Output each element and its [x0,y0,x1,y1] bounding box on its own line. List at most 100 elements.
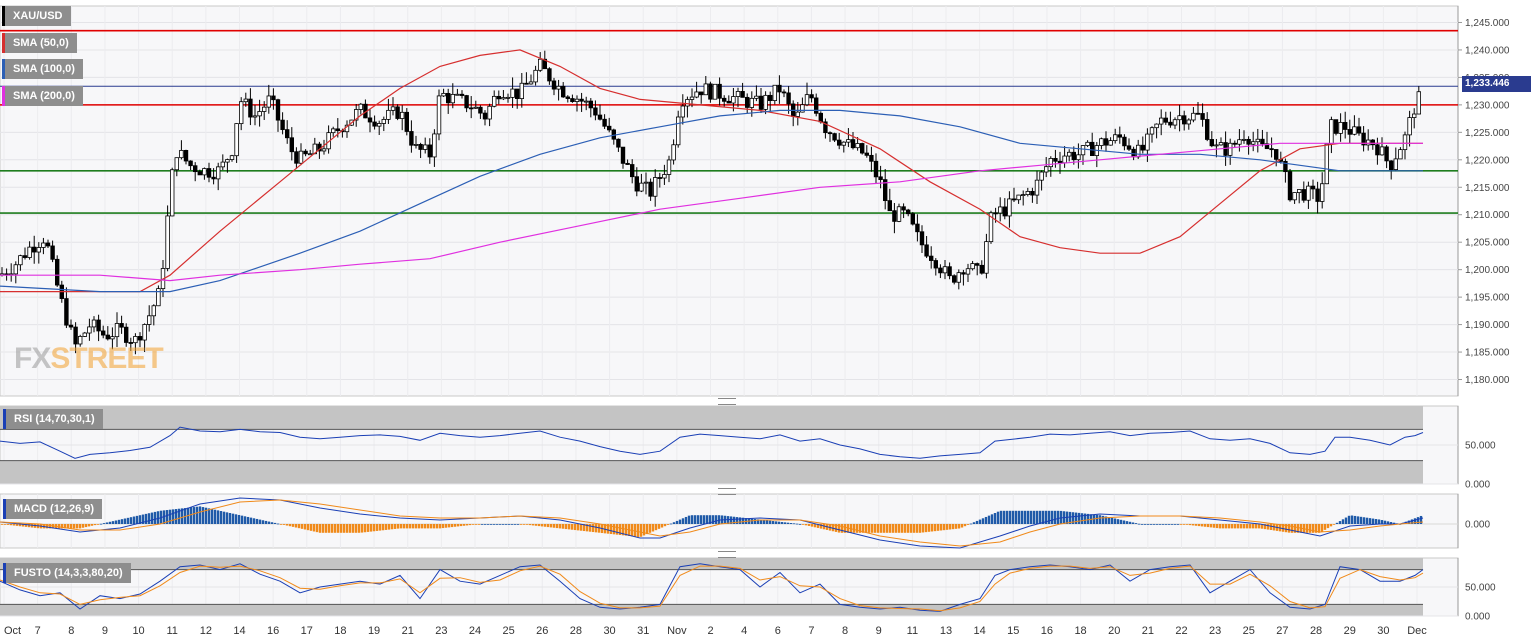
macd-histogram-bar [768,520,772,524]
macd-histogram-bar [879,524,883,533]
macd-histogram-bar [1149,524,1153,525]
candle-body [234,123,239,157]
macd-histogram-bar [618,524,622,535]
macd-histogram-bar [984,516,988,524]
x-tick-label: 13 [940,625,952,637]
x-tick-label: 24 [469,625,481,637]
candle-body [110,336,115,340]
macd-histogram-bar [1212,524,1216,528]
macd-histogram-bar [897,524,901,533]
macd-histogram-bar [567,524,571,530]
macd-histogram-bar [858,524,862,533]
candle-body [114,323,120,338]
candle-body [915,223,920,233]
macd-histogram-bar [1236,524,1240,529]
candle-body [289,137,294,153]
macd-histogram-bar [837,524,841,533]
candle-body [284,129,290,139]
candle-body [1062,155,1067,164]
candle-body [50,245,55,260]
macd-histogram-bar [1359,516,1363,524]
candle-body [1080,145,1086,156]
candle-body [395,106,400,119]
candle-body [1067,151,1072,157]
candle-body [593,107,598,116]
macd-legend[interactable]: MACD (12,26,9) [3,499,103,519]
macd-histogram-bar [1407,520,1411,524]
macd-histogram-bar [966,524,970,525]
candle-body [979,264,984,274]
candle-body [892,210,897,222]
resize-handle-fusto[interactable] [718,551,736,558]
macd-histogram-bar [1323,524,1327,530]
x-tick-label: Oct [4,625,21,637]
macd-histogram-bar [1362,517,1366,524]
macd-histogram-bar [981,518,985,524]
candle-body [735,91,741,97]
macd-histogram-bar [570,524,574,530]
macd-histogram-bar [126,517,130,524]
macd-histogram-bar [510,524,514,525]
sma100-legend[interactable]: SMA (100,0) [2,59,83,79]
candle-body [547,68,552,82]
indicator-line [0,497,1424,549]
candle-body [101,330,106,336]
x-tick-label: 16 [1041,625,1053,637]
macd-histogram-bar [819,524,823,529]
candle-body [1287,171,1293,201]
instrument-legend[interactable]: XAU/USD [2,6,71,26]
macd-histogram-bar [1242,524,1246,529]
macd-histogram-bar [1332,524,1336,525]
candle-body [169,169,175,217]
macd-histogram-bar [228,513,232,524]
candle-body [1320,183,1325,202]
macd-histogram-bar [1224,524,1228,529]
macd-histogram-bar [1047,510,1051,524]
x-tick-label: 23 [1209,625,1221,637]
overbought-zone [0,558,1423,570]
candle-body [1343,121,1348,130]
resize-handle-rsi[interactable] [718,398,736,405]
macd-histogram-bar [171,509,175,524]
macd-histogram-bar [738,517,742,524]
candle-body [1191,112,1196,121]
candle-body [298,150,304,164]
y-tick-label: 1,190.000 [1465,320,1510,331]
macd-histogram-bar [306,524,310,531]
macd-histogram-bar [522,524,526,525]
macd-histogram-bar [1368,518,1372,524]
candle-body [124,326,129,343]
x-tick-label: 11 [907,625,918,637]
macd-histogram-bar [579,524,583,531]
macd-histogram-bar [993,513,997,524]
macd-histogram-bar [1014,510,1018,524]
candle-body [1030,190,1035,196]
macd-histogram-bar [1257,524,1261,529]
macd-histogram-bar [549,524,553,528]
resize-handle-macd[interactable] [718,488,736,495]
candle-body [887,200,892,212]
macd-histogram-bar [843,524,847,533]
candle-body [1149,127,1155,135]
fusto-legend[interactable]: FUSTO (14,3,3,80,20) [3,563,131,583]
macd-histogram-bar [255,518,259,524]
indicator-line [0,499,1424,547]
macd-histogram-bar [471,524,475,525]
macd-histogram-bar [291,524,295,527]
sma200-legend[interactable]: SMA (200,0) [2,86,83,106]
macd-histogram-bar [921,524,925,533]
macd-histogram-bar [222,511,226,524]
macd-histogram-bar [1221,524,1225,529]
candle-body [565,96,570,99]
candle-body [993,212,998,215]
candle-body [846,139,851,143]
macd-histogram-bar [165,510,169,524]
macd-histogram-bar [1002,510,1006,524]
macd-histogram-bar [60,524,64,529]
x-tick-label: Dec [1407,625,1427,637]
macd-histogram-bar [423,524,427,529]
rsi-legend[interactable]: RSI (14,70,30,1) [3,409,103,429]
sma50-legend[interactable]: SMA (50,0) [2,33,77,53]
candle-body [685,99,690,107]
x-tick-label: 26 [536,625,548,637]
